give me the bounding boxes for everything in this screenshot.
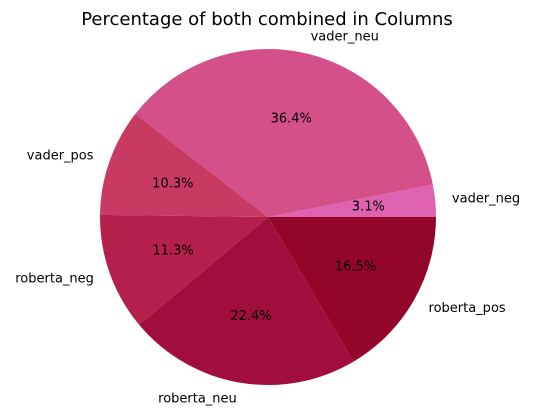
slices-group bbox=[99, 48, 436, 385]
pie-slice-vader-neu bbox=[135, 48, 433, 218]
pie-slice-vader-neg bbox=[268, 184, 436, 217]
slice-label-roberta-neu: roberta_neu bbox=[158, 392, 237, 407]
slice-label-roberta-pos: roberta_pos bbox=[429, 301, 506, 316]
pie-slice-roberta-neg bbox=[99, 214, 268, 325]
slice-percent-vader-pos: 10.3% bbox=[152, 176, 193, 191]
chart-title: Percentage of both combined in Columns bbox=[81, 9, 453, 30]
slice-percent-roberta-pos: 16.5% bbox=[335, 259, 376, 274]
slice-percent-vader-neg: 3.1% bbox=[352, 200, 385, 215]
slice-percent-roberta-neu: 22.4% bbox=[230, 309, 271, 324]
slice-label-vader-pos: vader_pos bbox=[27, 149, 94, 164]
slice-label-roberta-neg: roberta_neg bbox=[15, 272, 94, 287]
pie-slice-roberta-neu bbox=[139, 217, 354, 385]
pie-slice-vader-pos bbox=[100, 114, 268, 217]
pie-slice-roberta-pos bbox=[268, 217, 436, 362]
slice-percent-vader-neu: 36.4% bbox=[271, 111, 312, 126]
labels-group: vader_neg 3.1% vader_neu 36.4% vader_pos 10.3… bbox=[15, 30, 520, 407]
slice-label-vader-neu: vader_neu bbox=[311, 30, 379, 45]
slice-label-vader-neg: vader_neg bbox=[452, 192, 520, 207]
slice-percent-roberta-neg: 11.3% bbox=[152, 243, 193, 258]
